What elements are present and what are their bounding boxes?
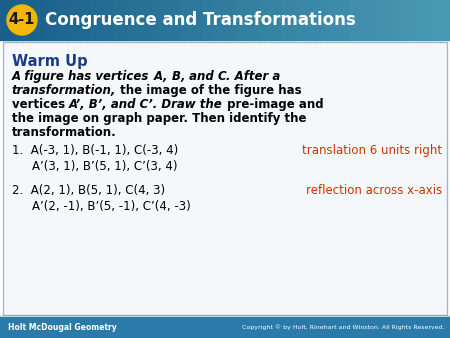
Bar [202,0,215,40]
Circle shape [7,5,37,35]
Bar [56,0,68,40]
Text: ,: , [180,70,185,83]
Bar [158,0,170,40]
Text: reflection across x-axis: reflection across x-axis [306,184,442,197]
Bar [214,0,226,40]
Bar [169,0,181,40]
Text: transformation,: transformation, [12,84,117,97]
Text: A’, B’, and C’. Draw the: A’, B’, and C’. Draw the [69,98,223,111]
Text: the image on graph paper. Then identify the: the image on graph paper. Then identify … [12,112,306,125]
Bar [416,0,428,40]
Bar [292,0,305,40]
Bar [90,0,102,40]
Bar [326,0,338,40]
Text: A figure has vertices: A figure has vertices [12,70,153,83]
Bar [180,0,192,40]
Bar [124,0,136,40]
Text: 1.  A(-3, 1), B(-1, 1), C(-3, 4): 1. A(-3, 1), B(-1, 1), C(-3, 4) [12,144,178,157]
Text: Copyright © by Holt, Rinehart and Winston. All Rights Reserved.: Copyright © by Holt, Rinehart and Winsto… [243,324,445,330]
Text: Warm Up: Warm Up [12,54,88,69]
Bar [360,0,372,40]
Bar [439,0,450,40]
Bar [79,0,91,40]
Bar [34,0,46,40]
FancyBboxPatch shape [3,42,447,315]
Text: ,: , [162,70,171,83]
Text: 2.  A(2, 1), B(5, 1), C(4, 3): 2. A(2, 1), B(5, 1), C(4, 3) [12,184,165,197]
Bar [22,0,35,40]
Text: Holt McDougal Geometry: Holt McDougal Geometry [8,322,117,332]
Bar [428,0,440,40]
Bar [0,0,12,40]
Bar [11,0,23,40]
Bar [304,0,316,40]
Bar [349,0,361,40]
Text: vertices: vertices [12,98,69,111]
Text: A: A [153,70,162,83]
Bar [45,0,57,40]
Text: 4-1: 4-1 [9,13,35,27]
Bar [270,0,282,40]
Bar [248,0,260,40]
Text: C: C [218,70,226,83]
Bar [146,0,158,40]
Bar [0,316,450,338]
Text: . After a: . After a [226,70,280,83]
Bar [315,0,327,40]
Text: and: and [185,70,218,83]
Bar [112,0,125,40]
Bar [191,0,203,40]
Text: A’(2, -1), B’(5, -1), C’(4, -3): A’(2, -1), B’(5, -1), C’(4, -3) [32,200,191,213]
Bar [68,0,80,40]
Text: Congruence and Transformations: Congruence and Transformations [45,11,356,29]
Bar [394,0,406,40]
Bar [236,0,248,40]
Bar [101,0,113,40]
Bar [338,0,350,40]
Text: pre-image and: pre-image and [223,98,324,111]
Bar [259,0,271,40]
Text: B: B [171,70,180,83]
Bar [225,0,237,40]
Bar [371,0,383,40]
Bar [382,0,395,40]
Text: A’(3, 1), B’(5, 1), C’(3, 4): A’(3, 1), B’(5, 1), C’(3, 4) [32,160,177,173]
Text: translation 6 units right: translation 6 units right [302,144,442,157]
Bar [405,0,417,40]
Bar [135,0,147,40]
Text: the image of the figure has: the image of the figure has [117,84,302,97]
Text: transformation.: transformation. [12,126,117,139]
Bar [281,0,293,40]
